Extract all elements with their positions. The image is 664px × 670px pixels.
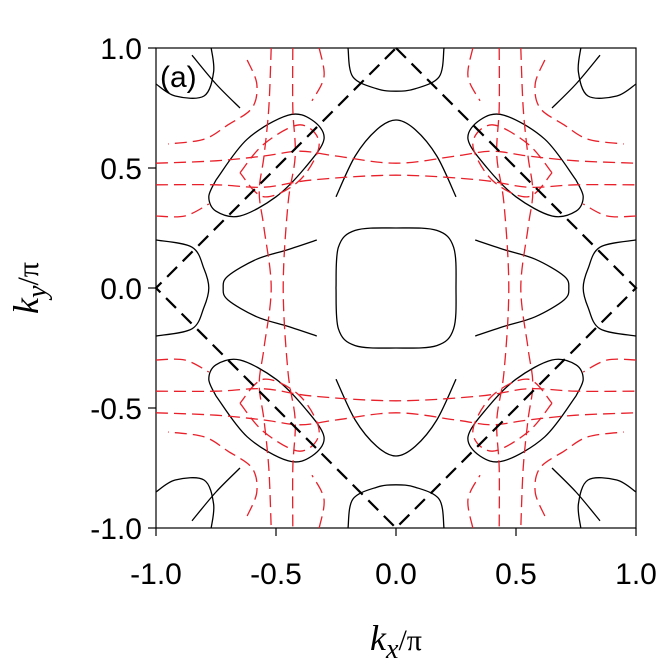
red-dashed-contour-7 (496, 47, 510, 529)
solid-contours (155, 47, 637, 529)
red-dashed-contour-16 (311, 47, 325, 102)
red-dashed-contour-11 (472, 378, 553, 452)
x-tick-label: 0.5 (495, 558, 537, 591)
red-dashed-contour-23 (582, 358, 637, 373)
red-dashed-contour-3 (155, 388, 637, 402)
x-tick-label: 1.0 (615, 558, 657, 591)
x-axis-label: kx/π (370, 618, 422, 665)
solid-contour-20 (551, 467, 601, 522)
red-dashed-contour-20 (155, 203, 210, 218)
red-dashed-contour-14 (167, 431, 258, 517)
red-dashed-contour-2 (155, 412, 637, 426)
red-dashed-contour-10 (239, 378, 320, 452)
y-axis-label: ky/π (6, 262, 53, 314)
solid-contour-19 (551, 54, 601, 109)
red-dashed-contour-8 (239, 124, 320, 198)
y-tick-label: 1.0 (100, 33, 142, 66)
solid-contour-18 (191, 467, 241, 522)
red-dashed-contour-18 (311, 474, 325, 529)
panel-label: (a) (160, 61, 197, 94)
y-tick-label: -1.0 (90, 513, 142, 546)
solid-contour-9 (155, 239, 210, 337)
red-dashed-contour-12 (167, 59, 258, 145)
red-dashed-contour-1 (155, 174, 637, 188)
solid-contour-0 (335, 227, 457, 349)
y-axis-label-tail: /π (12, 262, 45, 285)
red-dashed-contour-5 (282, 47, 296, 529)
red-dashed-contour-4 (258, 47, 272, 529)
solid-contour-15 (347, 47, 445, 92)
solid-contour-12 (577, 47, 637, 99)
y-axis-label-sub: y (22, 285, 53, 301)
solid-contour-10 (582, 239, 637, 337)
y-axis-label-main: k (6, 297, 46, 314)
solid-contour-17 (191, 54, 241, 109)
red-dashed-contour-13 (534, 59, 625, 145)
x-axis-label-tail: /π (398, 624, 421, 657)
red-dashed-contour-9 (472, 124, 553, 198)
x-axis-ticks: -1.0 -0.5 0.0 0.5 1.0 (130, 528, 657, 591)
solid-contour-16 (347, 484, 445, 529)
x-tick-label: 0.0 (375, 558, 417, 591)
y-tick-label: 0.5 (100, 153, 142, 186)
y-axis-ticks: -1.0 -0.5 0.0 0.5 1.0 (90, 33, 156, 546)
x-tick-label: -1.0 (130, 558, 182, 591)
solid-contour-8 (467, 358, 584, 463)
solid-contour-2 (474, 239, 570, 337)
y-tick-label: -0.5 (90, 393, 142, 426)
solid-contour-7 (208, 358, 325, 463)
solid-contour-11 (155, 47, 215, 99)
red-dashed-contour-17 (467, 47, 481, 102)
diamond-zone-boundary (154, 47, 638, 530)
solid-contour-3 (335, 119, 457, 198)
x-axis-label-main: k (370, 618, 387, 658)
red-dashed-contour-21 (582, 203, 637, 218)
solid-contour-13 (155, 477, 215, 529)
red-dashed-contours (155, 47, 637, 529)
red-dashed-contour-0 (155, 150, 637, 164)
solid-contour-6 (467, 113, 584, 218)
solid-contour-1 (222, 239, 318, 337)
red-dashed-contour-15 (534, 431, 625, 517)
solid-contour-14 (577, 477, 637, 529)
x-tick-label: -0.5 (250, 558, 302, 591)
red-dashed-contour-6 (520, 47, 534, 529)
red-dashed-contour-19 (467, 474, 481, 529)
diamond-boundary (154, 47, 638, 530)
x-axis-label-sub: x (385, 634, 399, 665)
solid-contour-4 (335, 378, 457, 457)
solid-contour-5 (208, 113, 325, 218)
y-tick-label: 0.0 (100, 273, 142, 306)
red-dashed-contour-22 (155, 358, 210, 373)
